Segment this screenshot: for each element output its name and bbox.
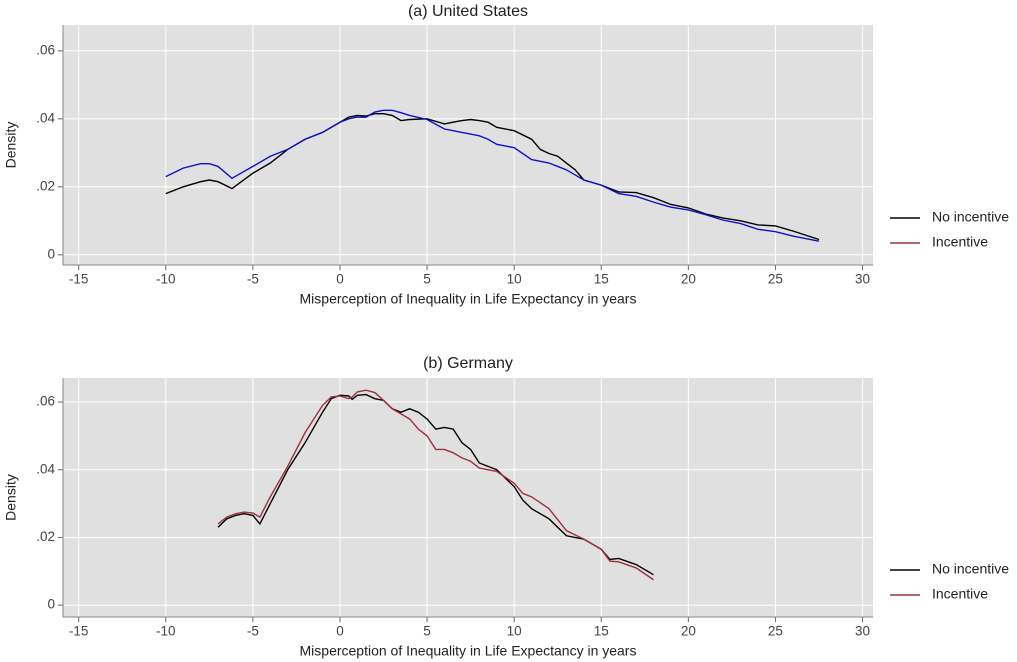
- x-tick-label: 10: [507, 272, 522, 287]
- x-tick-label: 0: [336, 272, 344, 287]
- chart-title: (a) United States: [408, 3, 528, 20]
- y-tick-label: 0: [47, 597, 55, 612]
- x-tick-label: 25: [768, 272, 783, 287]
- y-tick-label: .04: [36, 461, 55, 476]
- y-axis-label: Density: [3, 122, 19, 169]
- x-tick-label: 0: [336, 624, 344, 639]
- legend-label: Incentive: [932, 234, 988, 250]
- y-tick-label: .04: [36, 110, 55, 125]
- x-tick-label: 5: [423, 624, 431, 639]
- series-line: [217, 393, 654, 576]
- x-axis-label: Misperception of Inequality in Life Expe…: [300, 291, 637, 307]
- x-tick-label: 20: [681, 272, 696, 287]
- x-tick-label: -10: [156, 624, 176, 639]
- x-tick-label: -5: [247, 624, 259, 639]
- x-tick-label: -15: [69, 272, 89, 287]
- y-tick-label: .06: [36, 394, 55, 409]
- x-tick-label: 20: [681, 624, 696, 639]
- x-tick-label: 30: [855, 624, 870, 639]
- x-tick-label: -15: [69, 624, 89, 639]
- x-tick-label: 15: [594, 624, 609, 639]
- legend-label: No incentive: [932, 561, 1009, 577]
- x-tick-label: 25: [768, 624, 783, 639]
- x-tick-label: -10: [156, 272, 176, 287]
- x-tick-label: 15: [594, 272, 609, 287]
- x-tick-label: 30: [855, 272, 870, 287]
- x-axis-label: Misperception of Inequality in Life Expe…: [300, 643, 637, 659]
- legend-label: No incentive: [932, 209, 1009, 225]
- y-tick-label: 0: [47, 246, 55, 261]
- x-tick-label: -5: [247, 272, 259, 287]
- x-tick-label: 5: [423, 272, 431, 287]
- series-line: [165, 109, 820, 242]
- y-tick-label: .02: [36, 529, 55, 544]
- y-tick-label: .02: [36, 178, 55, 193]
- x-tick-label: 10: [507, 624, 522, 639]
- chart-title: (b) Germany: [423, 355, 513, 372]
- plot-area: [63, 25, 873, 265]
- series-line: [217, 389, 654, 581]
- y-axis-label: Density: [3, 474, 19, 521]
- legend-label: Incentive: [932, 586, 988, 602]
- plot-area: [63, 378, 873, 617]
- y-tick-label: .06: [36, 42, 55, 57]
